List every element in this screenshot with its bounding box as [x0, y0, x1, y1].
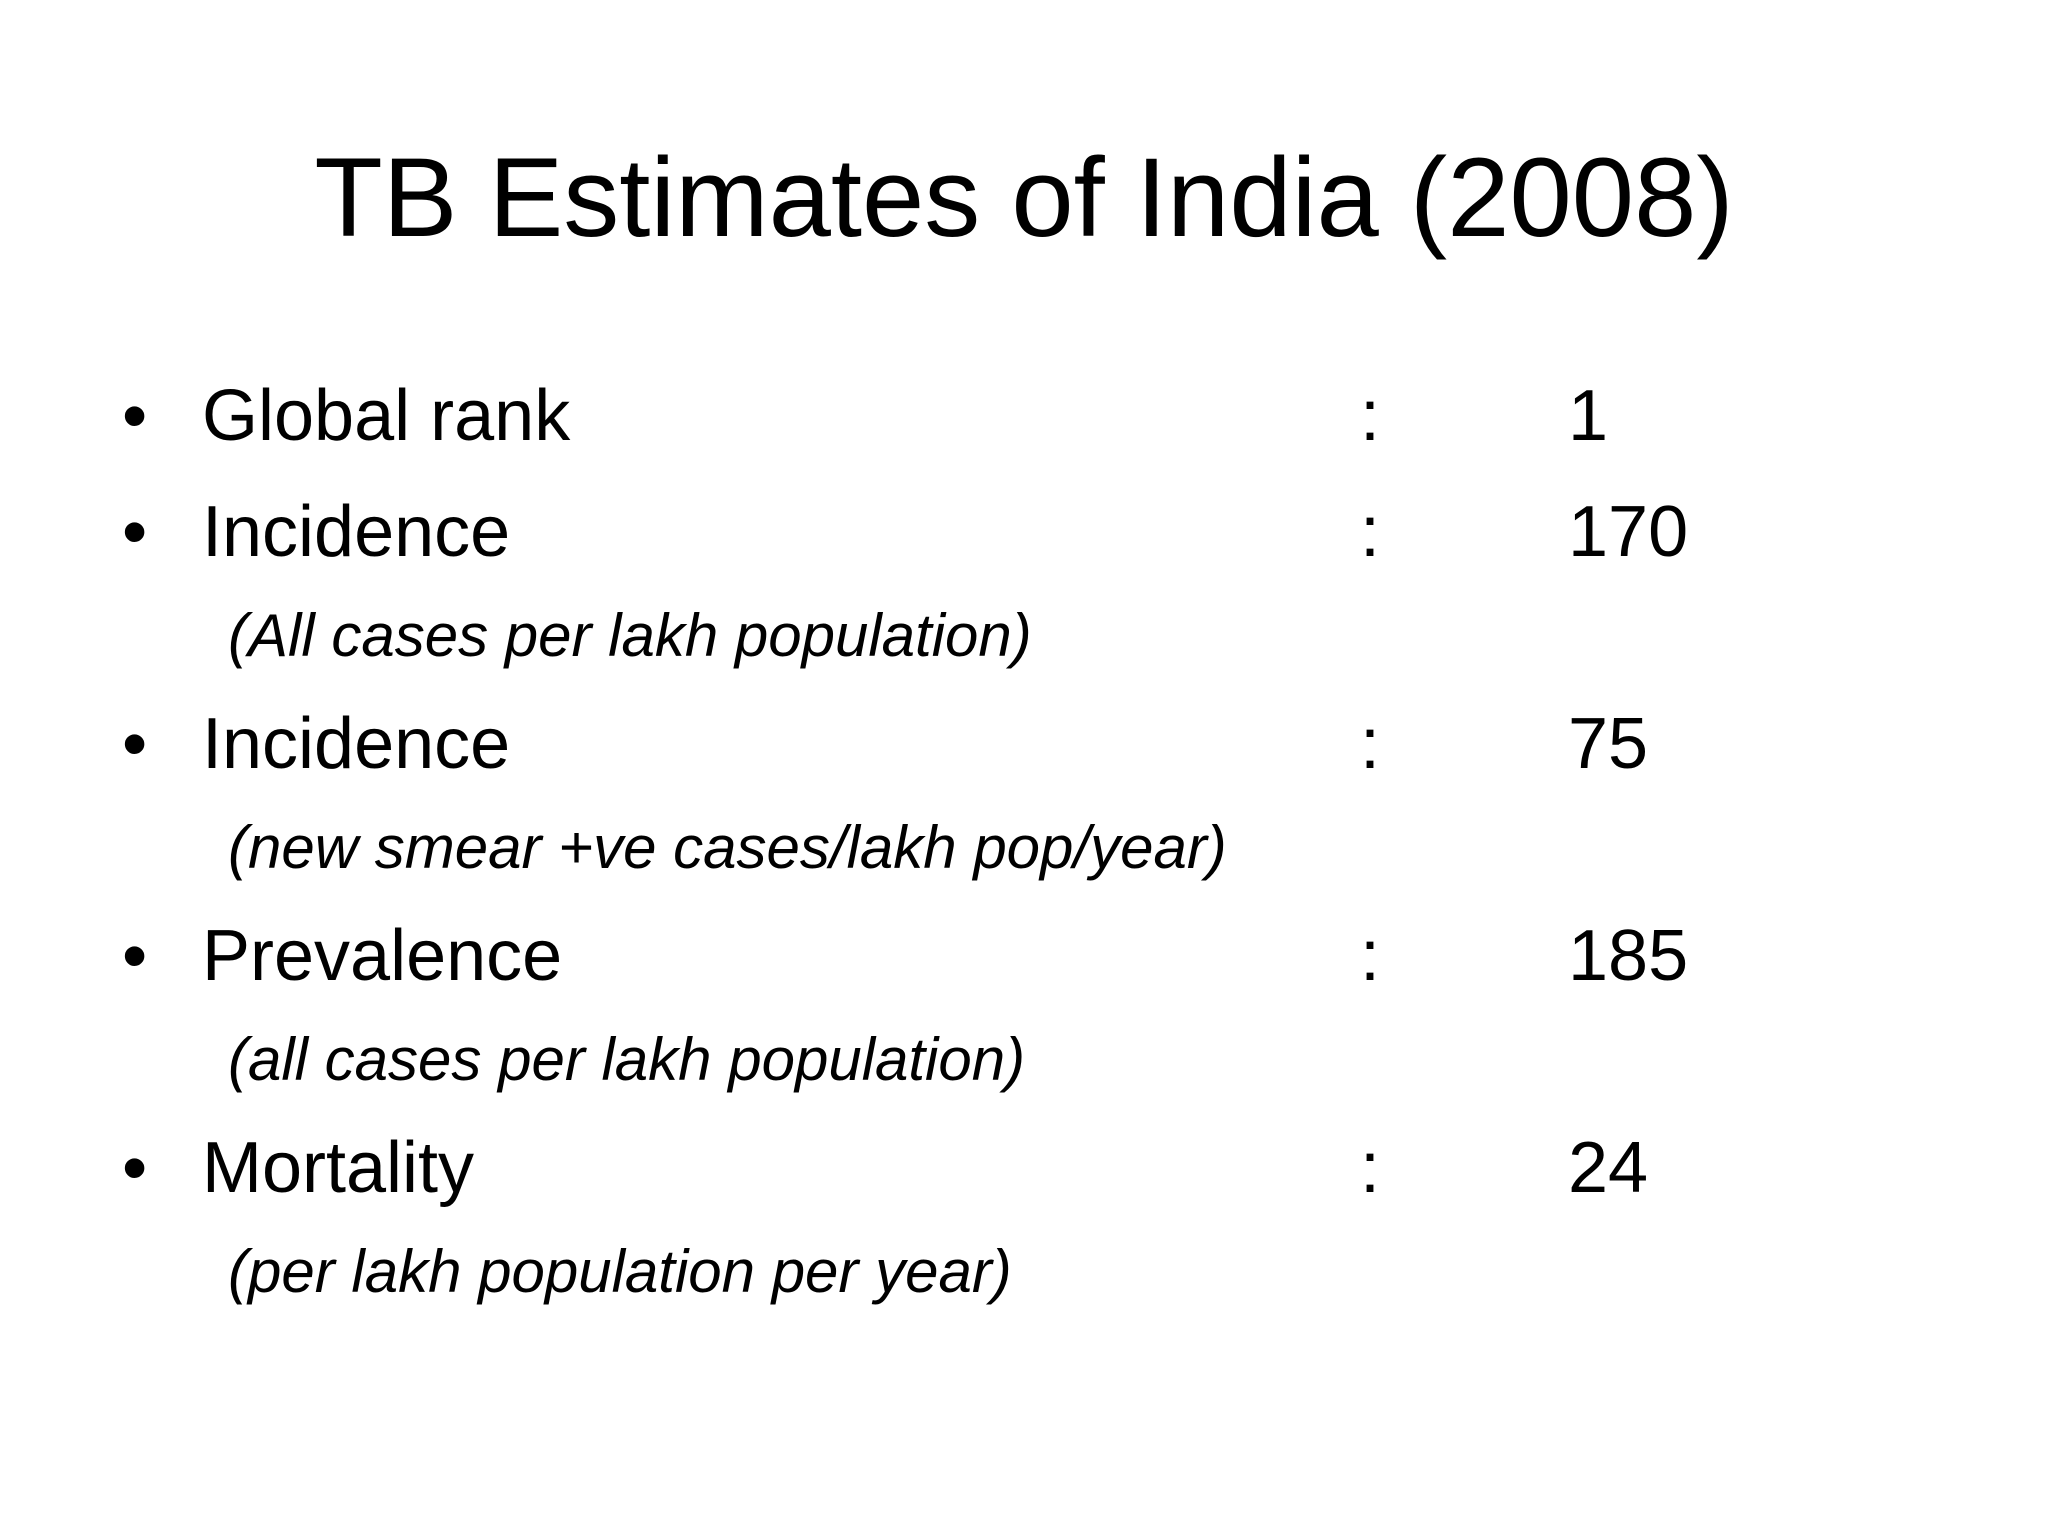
item-value: 24 [1568, 1128, 1649, 1208]
item-note: (per lakh population per year) [228, 1238, 1012, 1305]
item-value: 1 [1568, 376, 1609, 456]
item-value: 185 [1568, 916, 1689, 996]
list-item-incidence-smear: • Incidence : 75 [0, 694, 2048, 794]
bullet-icon: • [122, 1128, 148, 1208]
item-note: (new smear +ve cases/lakh pop/year) [228, 814, 1227, 881]
list-item-mortality: • Mortality : 24 [0, 1118, 2048, 1218]
item-separator: : [1360, 376, 1381, 456]
list-item-incidence-all: • Incidence : 170 [0, 482, 2048, 582]
item-value: 75 [1568, 704, 1649, 784]
item-separator: : [1360, 492, 1381, 572]
item-label: Incidence [202, 704, 511, 784]
item-note: (All cases per lakh population) [228, 602, 1032, 669]
item-label: Incidence [202, 492, 511, 572]
item-separator: : [1360, 704, 1381, 784]
bullet-icon: • [122, 704, 148, 784]
slide-title: TB Estimates of India (2008) [314, 135, 1734, 260]
item-label: Global rank [202, 376, 571, 456]
item-value: 170 [1568, 492, 1689, 572]
bullet-icon: • [122, 376, 148, 456]
item-label: Prevalence [202, 916, 563, 996]
item-label: Mortality [202, 1128, 475, 1208]
bullet-icon: • [122, 916, 148, 996]
bullet-icon: • [122, 492, 148, 572]
list-item-prevalence: • Prevalence : 185 [0, 906, 2048, 1006]
item-separator: : [1360, 916, 1381, 996]
list-item-global-rank: • Global rank : 1 [0, 366, 2048, 466]
item-separator: : [1360, 1128, 1381, 1208]
item-note: (all cases per lakh population) [228, 1026, 1026, 1093]
